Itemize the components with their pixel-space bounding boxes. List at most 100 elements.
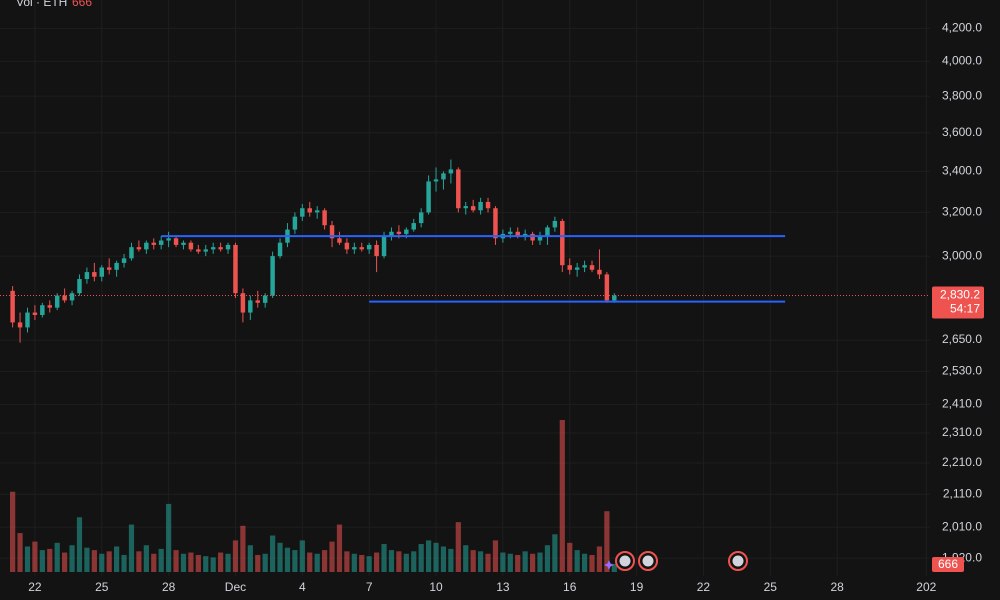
volume-bar bbox=[581, 553, 588, 572]
volume-bar bbox=[218, 552, 224, 572]
candle-body bbox=[158, 240, 164, 245]
grid-layer bbox=[0, 0, 930, 576]
volume-bar bbox=[17, 533, 23, 572]
volume-bar bbox=[344, 551, 350, 572]
volume-bar bbox=[173, 550, 179, 572]
candle-body bbox=[344, 242, 350, 250]
volume-bar bbox=[106, 551, 112, 572]
event-icon-flag bbox=[732, 555, 744, 567]
volume-bar bbox=[166, 503, 172, 572]
candle-body bbox=[54, 295, 60, 308]
volume-bar bbox=[299, 540, 305, 572]
price-layer bbox=[0, 159, 930, 343]
y-tick-label: 3,800.0 bbox=[942, 88, 982, 102]
x-tick-label: 16 bbox=[563, 580, 577, 594]
candle-body bbox=[32, 312, 38, 315]
candle-body bbox=[99, 267, 104, 277]
volume-title: Vol · ETH bbox=[16, 0, 67, 9]
y-tick-label: 2,410.0 bbox=[942, 396, 982, 410]
volume-bar bbox=[188, 552, 194, 572]
y-tick-label: 3,600.0 bbox=[942, 125, 982, 139]
y-tick-label: 2,110.0 bbox=[943, 486, 982, 500]
candle-body bbox=[292, 216, 298, 230]
candle-body bbox=[418, 212, 424, 224]
volume-bar bbox=[477, 551, 484, 572]
volume-bar bbox=[270, 535, 276, 572]
volume-bar bbox=[128, 524, 135, 572]
volume-bar bbox=[292, 550, 298, 572]
candle-body bbox=[218, 247, 223, 250]
candle-body bbox=[426, 181, 431, 213]
candle-body bbox=[270, 256, 275, 296]
x-tick-label: 25 bbox=[95, 580, 109, 594]
volume-bar bbox=[470, 550, 476, 572]
y-tick-label: 4,000.0 bbox=[942, 54, 982, 68]
candle-body bbox=[374, 244, 379, 257]
candle-body bbox=[255, 300, 260, 303]
candle-body bbox=[77, 279, 82, 294]
x-tick-label: 25 bbox=[764, 580, 778, 594]
candle-body bbox=[359, 247, 364, 250]
volume-bar bbox=[589, 554, 595, 572]
volume-bar bbox=[515, 554, 521, 572]
last-price-label: 2,830.2 bbox=[940, 288, 980, 302]
volume-bar bbox=[537, 552, 543, 572]
candle-body bbox=[307, 208, 312, 213]
candle-body bbox=[114, 262, 119, 270]
volume-bar bbox=[180, 553, 187, 572]
candle-body bbox=[166, 238, 171, 241]
volume-bar bbox=[210, 557, 216, 572]
volume-bar bbox=[247, 545, 253, 572]
volume-bar bbox=[329, 541, 335, 572]
volume-bar bbox=[62, 552, 68, 572]
time-axis-panel bbox=[0, 576, 930, 600]
candle-body bbox=[10, 290, 15, 323]
volume-bar bbox=[396, 551, 402, 572]
candle-body bbox=[196, 249, 201, 252]
volume-bar bbox=[47, 548, 53, 572]
volume-bar bbox=[225, 553, 231, 572]
y-tick-label: 2,210.0 bbox=[942, 455, 982, 469]
volume-bar bbox=[611, 563, 617, 572]
y-tick-label: 3,400.0 bbox=[942, 164, 982, 178]
candle-body bbox=[300, 208, 305, 217]
candle-body bbox=[515, 231, 520, 237]
candle-body bbox=[129, 247, 134, 259]
volume-bar bbox=[426, 540, 432, 572]
volume-bar bbox=[322, 550, 328, 572]
volume-bar bbox=[359, 554, 365, 572]
volume-bar bbox=[255, 554, 261, 572]
event-icon-flag bbox=[619, 555, 631, 567]
volume-bar bbox=[10, 491, 16, 572]
candle-body bbox=[210, 247, 216, 250]
candle-body bbox=[463, 206, 468, 209]
candle-body bbox=[69, 293, 75, 301]
candle-body bbox=[62, 295, 67, 301]
volume-bar bbox=[99, 553, 105, 572]
volume-bar bbox=[463, 545, 469, 572]
volume-bar bbox=[440, 546, 447, 572]
volume-bar bbox=[485, 553, 491, 572]
candle-body bbox=[448, 169, 454, 174]
candle-body bbox=[144, 242, 149, 250]
candle-body bbox=[262, 295, 268, 303]
candle-body bbox=[567, 265, 572, 270]
y-tick-label: 2,310.0 bbox=[942, 425, 982, 439]
x-tick-label: 22 bbox=[28, 580, 42, 594]
volume-bar bbox=[262, 553, 268, 572]
candle-body bbox=[337, 238, 342, 243]
candle-body bbox=[203, 249, 208, 252]
candle-body bbox=[17, 322, 23, 328]
volume-bar bbox=[336, 524, 343, 572]
volume-bar bbox=[381, 544, 387, 572]
volume-bar bbox=[559, 420, 565, 572]
candle-body bbox=[366, 244, 372, 250]
volume-bar bbox=[529, 553, 536, 572]
volume-bar bbox=[492, 540, 499, 572]
candle-body bbox=[404, 229, 409, 234]
volume-bar bbox=[158, 548, 164, 572]
y-tick-label: 2,650.0 bbox=[942, 332, 982, 346]
volume-bar bbox=[203, 556, 209, 572]
